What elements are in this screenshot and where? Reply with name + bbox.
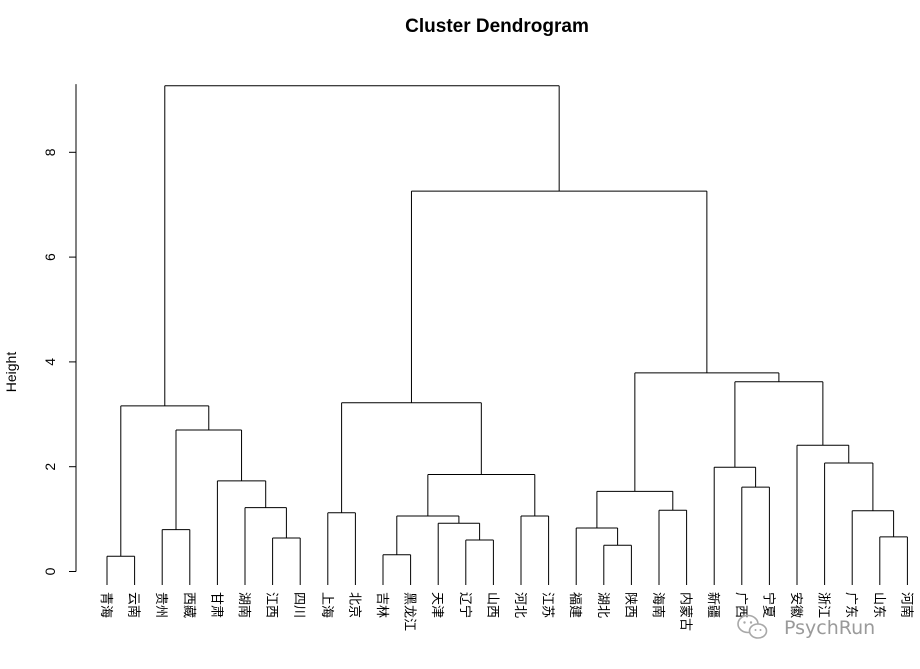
y-tick-label: 8 xyxy=(42,148,58,156)
leaf-label: 湖南 xyxy=(236,592,252,618)
leaf-label: 海南 xyxy=(650,592,666,618)
leaf-labels: 青海 云南 贵州 西藏 甘肃 湖南 江西 四川 上海 北京 吉林 黑龙江 天津 辽宁 山西 河北 江苏 福建 湖北陕… xyxy=(98,592,914,631)
wechat-icon xyxy=(737,614,768,639)
leaf-label: 甘肃 xyxy=(208,592,223,618)
leaf-label: 云南 xyxy=(126,592,142,618)
leaf-label: 浙江 xyxy=(816,592,831,618)
leaf-label: 辽宁 xyxy=(457,592,473,618)
y-tick-label: 0 xyxy=(42,567,58,575)
y-tick-label: 4 xyxy=(42,358,58,366)
leaf-label: 江西 xyxy=(264,592,279,618)
y-tick-label: 2 xyxy=(42,463,58,471)
leaf-label: 安徽 xyxy=(788,592,803,618)
leaf-label: 湖北 xyxy=(595,592,610,618)
y-axis: 0 2 4 6 8 xyxy=(42,84,77,575)
leaf-label: 吉林 xyxy=(374,592,389,618)
leaf-label: 陕西 xyxy=(622,592,637,618)
leaf-label: 北京 xyxy=(346,592,361,618)
watermark-text: PsychRun xyxy=(784,617,875,639)
leaf-label: 宁夏 xyxy=(760,592,776,618)
leaf-label: 广西 xyxy=(733,592,748,618)
leaf-label: 河北 xyxy=(512,592,527,618)
leaf-label: 四川 xyxy=(291,592,306,618)
leaf-label: 贵州 xyxy=(153,592,168,618)
leaf-label: 福建 xyxy=(567,592,582,618)
watermark: PsychRun xyxy=(737,614,875,639)
y-tick-label: 6 xyxy=(42,253,58,261)
leaf-label: 新疆 xyxy=(705,592,721,618)
leaf-label: 西藏 xyxy=(181,592,196,618)
y-axis-label: Height xyxy=(3,352,19,393)
leaf-label: 广东 xyxy=(843,592,858,618)
chart-title: Cluster Dendrogram xyxy=(405,16,589,37)
leaf-label: 山东 xyxy=(871,592,886,618)
leaf-label: 江苏 xyxy=(540,592,556,618)
leaf-label: 天津 xyxy=(429,592,444,618)
leaf-label: 内蒙古 xyxy=(678,592,694,631)
leaf-label: 山西 xyxy=(484,592,499,618)
dendrogram-branches xyxy=(106,85,908,585)
leaf-label: 黑龙江 xyxy=(402,592,417,631)
leaf-label: 青海 xyxy=(98,592,113,618)
leaf-label: 河南 xyxy=(898,592,914,618)
leaf-label: 上海 xyxy=(319,592,334,618)
